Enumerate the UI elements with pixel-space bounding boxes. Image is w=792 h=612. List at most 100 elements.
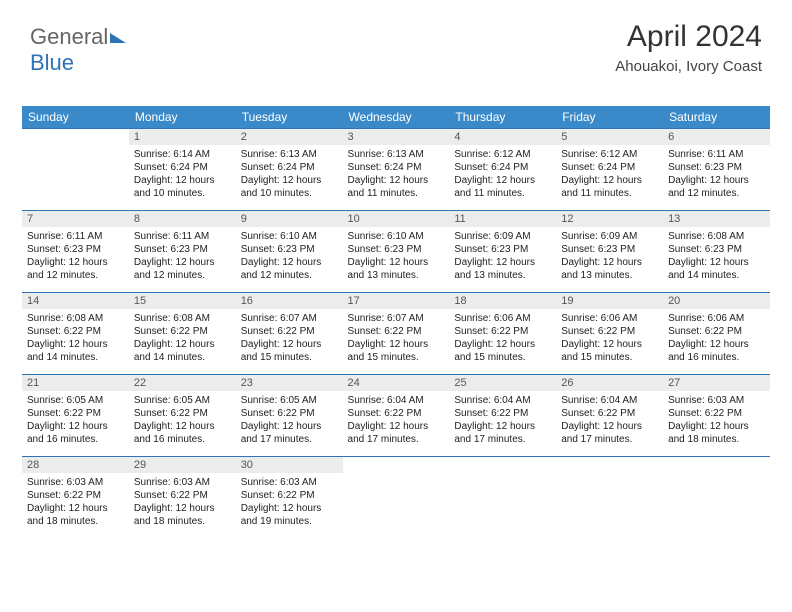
day-number: 9 <box>236 211 343 227</box>
day-info: Sunrise: 6:11 AMSunset: 6:23 PMDaylight:… <box>129 227 236 286</box>
day-info: Sunrise: 6:05 AMSunset: 6:22 PMDaylight:… <box>129 391 236 450</box>
day-number: 11 <box>449 211 556 227</box>
calendar-cell: 25Sunrise: 6:04 AMSunset: 6:22 PMDayligh… <box>449 375 556 457</box>
day-number: 21 <box>22 375 129 391</box>
day-number: 29 <box>129 457 236 473</box>
day-number: 5 <box>556 129 663 145</box>
day-info: Sunrise: 6:03 AMSunset: 6:22 PMDaylight:… <box>663 391 770 450</box>
day-info: Sunrise: 6:03 AMSunset: 6:22 PMDaylight:… <box>129 473 236 532</box>
day-info: Sunrise: 6:14 AMSunset: 6:24 PMDaylight:… <box>129 145 236 204</box>
day-number: 22 <box>129 375 236 391</box>
day-number: 25 <box>449 375 556 391</box>
day-number: 16 <box>236 293 343 309</box>
day-number: 14 <box>22 293 129 309</box>
calendar-cell <box>663 457 770 539</box>
day-info: Sunrise: 6:06 AMSunset: 6:22 PMDaylight:… <box>556 309 663 368</box>
calendar-cell: 23Sunrise: 6:05 AMSunset: 6:22 PMDayligh… <box>236 375 343 457</box>
calendar-cell: 3Sunrise: 6:13 AMSunset: 6:24 PMDaylight… <box>343 129 450 211</box>
day-number: 4 <box>449 129 556 145</box>
calendar-cell: 11Sunrise: 6:09 AMSunset: 6:23 PMDayligh… <box>449 211 556 293</box>
calendar-cell: 1Sunrise: 6:14 AMSunset: 6:24 PMDaylight… <box>129 129 236 211</box>
day-info: Sunrise: 6:06 AMSunset: 6:22 PMDaylight:… <box>449 309 556 368</box>
calendar-cell: 28Sunrise: 6:03 AMSunset: 6:22 PMDayligh… <box>22 457 129 539</box>
day-info: Sunrise: 6:03 AMSunset: 6:22 PMDaylight:… <box>22 473 129 532</box>
calendar-cell: 4Sunrise: 6:12 AMSunset: 6:24 PMDaylight… <box>449 129 556 211</box>
day-number: 2 <box>236 129 343 145</box>
calendar-cell: 7Sunrise: 6:11 AMSunset: 6:23 PMDaylight… <box>22 211 129 293</box>
day-info: Sunrise: 6:07 AMSunset: 6:22 PMDaylight:… <box>236 309 343 368</box>
day-number: 28 <box>22 457 129 473</box>
calendar-cell <box>449 457 556 539</box>
calendar: SundayMondayTuesdayWednesdayThursdayFrid… <box>22 106 770 539</box>
calendar-cell: 24Sunrise: 6:04 AMSunset: 6:22 PMDayligh… <box>343 375 450 457</box>
day-info: Sunrise: 6:10 AMSunset: 6:23 PMDaylight:… <box>236 227 343 286</box>
day-number: 19 <box>556 293 663 309</box>
calendar-row: 28Sunrise: 6:03 AMSunset: 6:22 PMDayligh… <box>22 457 770 539</box>
header-block: April 2024 Ahouakoi, Ivory Coast <box>615 20 762 75</box>
dayname-header: Friday <box>556 106 663 129</box>
day-number: 3 <box>343 129 450 145</box>
calendar-cell: 10Sunrise: 6:10 AMSunset: 6:23 PMDayligh… <box>343 211 450 293</box>
day-info: Sunrise: 6:11 AMSunset: 6:23 PMDaylight:… <box>663 145 770 204</box>
day-number: 18 <box>449 293 556 309</box>
day-info: Sunrise: 6:11 AMSunset: 6:23 PMDaylight:… <box>22 227 129 286</box>
calendar-cell: 19Sunrise: 6:06 AMSunset: 6:22 PMDayligh… <box>556 293 663 375</box>
brand-mark-icon <box>110 33 126 43</box>
day-info: Sunrise: 6:12 AMSunset: 6:24 PMDaylight:… <box>449 145 556 204</box>
dayname-header: Monday <box>129 106 236 129</box>
calendar-cell: 30Sunrise: 6:03 AMSunset: 6:22 PMDayligh… <box>236 457 343 539</box>
calendar-cell: 5Sunrise: 6:12 AMSunset: 6:24 PMDaylight… <box>556 129 663 211</box>
calendar-cell: 2Sunrise: 6:13 AMSunset: 6:24 PMDaylight… <box>236 129 343 211</box>
day-info: Sunrise: 6:04 AMSunset: 6:22 PMDaylight:… <box>556 391 663 450</box>
calendar-cell: 17Sunrise: 6:07 AMSunset: 6:22 PMDayligh… <box>343 293 450 375</box>
day-info: Sunrise: 6:04 AMSunset: 6:22 PMDaylight:… <box>343 391 450 450</box>
dayname-header: Saturday <box>663 106 770 129</box>
day-number: 8 <box>129 211 236 227</box>
day-number: 30 <box>236 457 343 473</box>
calendar-cell: 14Sunrise: 6:08 AMSunset: 6:22 PMDayligh… <box>22 293 129 375</box>
day-info: Sunrise: 6:09 AMSunset: 6:23 PMDaylight:… <box>449 227 556 286</box>
day-number: 6 <box>663 129 770 145</box>
calendar-row: 21Sunrise: 6:05 AMSunset: 6:22 PMDayligh… <box>22 375 770 457</box>
calendar-cell: 22Sunrise: 6:05 AMSunset: 6:22 PMDayligh… <box>129 375 236 457</box>
calendar-cell: 8Sunrise: 6:11 AMSunset: 6:23 PMDaylight… <box>129 211 236 293</box>
day-info: Sunrise: 6:06 AMSunset: 6:22 PMDaylight:… <box>663 309 770 368</box>
calendar-cell <box>22 129 129 211</box>
dayname-row: SundayMondayTuesdayWednesdayThursdayFrid… <box>22 106 770 129</box>
day-number: 13 <box>663 211 770 227</box>
day-info: Sunrise: 6:08 AMSunset: 6:22 PMDaylight:… <box>129 309 236 368</box>
calendar-row: 1Sunrise: 6:14 AMSunset: 6:24 PMDaylight… <box>22 129 770 211</box>
calendar-cell: 20Sunrise: 6:06 AMSunset: 6:22 PMDayligh… <box>663 293 770 375</box>
day-number: 27 <box>663 375 770 391</box>
dayname-header: Sunday <box>22 106 129 129</box>
day-info: Sunrise: 6:08 AMSunset: 6:22 PMDaylight:… <box>22 309 129 368</box>
calendar-cell: 29Sunrise: 6:03 AMSunset: 6:22 PMDayligh… <box>129 457 236 539</box>
day-number: 15 <box>129 293 236 309</box>
day-number: 12 <box>556 211 663 227</box>
calendar-cell: 12Sunrise: 6:09 AMSunset: 6:23 PMDayligh… <box>556 211 663 293</box>
day-number: 17 <box>343 293 450 309</box>
calendar-cell <box>343 457 450 539</box>
day-number: 26 <box>556 375 663 391</box>
day-info: Sunrise: 6:10 AMSunset: 6:23 PMDaylight:… <box>343 227 450 286</box>
brand-part2: Blue <box>30 50 74 75</box>
location-label: Ahouakoi, Ivory Coast <box>615 58 762 75</box>
dayname-header: Tuesday <box>236 106 343 129</box>
day-number: 1 <box>129 129 236 145</box>
calendar-cell: 26Sunrise: 6:04 AMSunset: 6:22 PMDayligh… <box>556 375 663 457</box>
day-number: 10 <box>343 211 450 227</box>
day-info: Sunrise: 6:07 AMSunset: 6:22 PMDaylight:… <box>343 309 450 368</box>
day-info: Sunrise: 6:03 AMSunset: 6:22 PMDaylight:… <box>236 473 343 532</box>
day-info: Sunrise: 6:13 AMSunset: 6:24 PMDaylight:… <box>236 145 343 204</box>
day-info: Sunrise: 6:09 AMSunset: 6:23 PMDaylight:… <box>556 227 663 286</box>
day-number: 24 <box>343 375 450 391</box>
calendar-cell: 9Sunrise: 6:10 AMSunset: 6:23 PMDaylight… <box>236 211 343 293</box>
dayname-header: Thursday <box>449 106 556 129</box>
calendar-row: 14Sunrise: 6:08 AMSunset: 6:22 PMDayligh… <box>22 293 770 375</box>
month-title: April 2024 <box>615 20 762 54</box>
calendar-table: SundayMondayTuesdayWednesdayThursdayFrid… <box>22 106 770 539</box>
brand-part1: General <box>30 24 108 49</box>
brand-logo: General Blue <box>30 24 126 76</box>
calendar-row: 7Sunrise: 6:11 AMSunset: 6:23 PMDaylight… <box>22 211 770 293</box>
day-number: 20 <box>663 293 770 309</box>
